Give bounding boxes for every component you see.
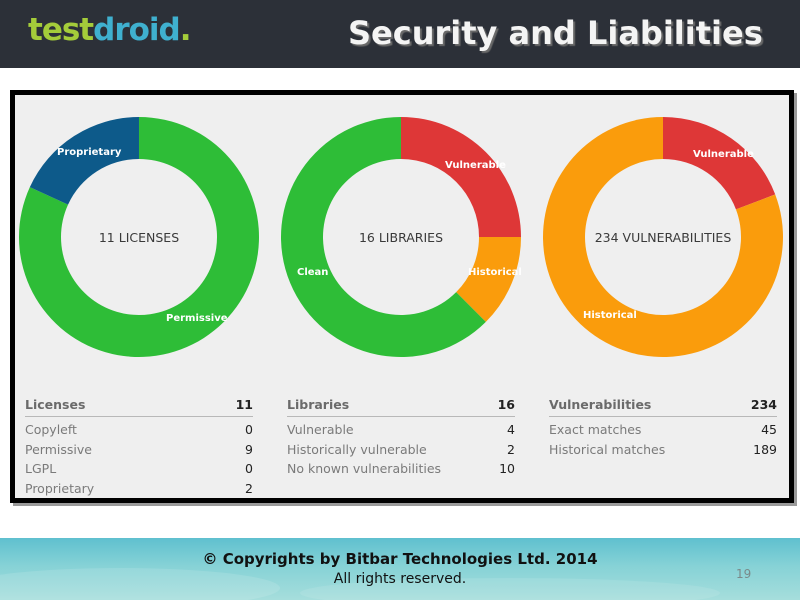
licenses-donut: Proprietary Permissive 11 LICENSES — [19, 117, 259, 357]
copyright-line: © Copyrights by Bitbar Technologies Ltd.… — [202, 550, 598, 568]
row-value: 2 — [245, 480, 253, 496]
vulnerabilities-center-label: 234 VULNERABILITIES — [595, 230, 732, 245]
row-value: 0 — [245, 422, 253, 438]
row-label: Historical matches — [549, 441, 666, 457]
libraries-donut: Vulnerable Historical Clean 16 LIBRARIES — [281, 117, 522, 357]
copyright-text: © Copyrights by Bitbar Technologies Ltd.… — [0, 550, 800, 568]
table-row: Proprietary 2 — [25, 479, 253, 499]
table-header: Libraries 16 — [287, 395, 515, 417]
row-label: Copyleft — [25, 422, 77, 438]
row-label: Vulnerable — [287, 422, 354, 438]
slide-footer: © Copyrights by Bitbar Technologies Ltd.… — [0, 538, 800, 600]
libraries-center-label: 16 LIBRARIES — [359, 230, 443, 245]
label-vulnerable: Vulnerable — [445, 160, 506, 171]
header-value: 11 — [235, 396, 253, 412]
table-header: Vulnerabilities 234 — [549, 395, 777, 417]
segment-clean — [281, 117, 486, 357]
dashboard-screenshot-panel: Proprietary Permissive 11 LICENSES Vulne… — [10, 90, 794, 503]
row-label: No known vulnerabilities — [287, 461, 442, 477]
row-label: Permissive — [25, 441, 92, 457]
logo-part-droid: droid — [93, 12, 181, 48]
label-vulnerable: Vulnerable — [693, 149, 754, 160]
row-label: Proprietary — [25, 480, 95, 496]
slide-title: Security and Liabilities — [348, 14, 763, 52]
row-label: Historically vulnerable — [287, 441, 427, 457]
row-value: 45 — [761, 422, 777, 438]
segment-proprietary — [29, 117, 139, 205]
header-label: Licenses — [25, 396, 86, 412]
table-header: Licenses 11 — [25, 395, 253, 417]
table-row: Permissive 9 — [25, 440, 253, 460]
logo-part-test: test — [28, 12, 94, 48]
licenses-table: Licenses 11 Copyleft 0 Permissive 9 LGPL 0 … — [25, 395, 253, 498]
rights-text: All rights reserved. — [333, 571, 467, 587]
label-historical: Historical — [583, 310, 637, 321]
vulnerabilities-donut: Vulnerable Historical 234 VULNERABILITIE… — [543, 117, 784, 357]
table-row: Exact matches 45 — [549, 420, 777, 440]
segment-permissive — [19, 117, 259, 357]
table-row: Copyleft 0 — [25, 420, 253, 440]
row-value: 4 — [507, 422, 515, 438]
row-value: 10 — [499, 461, 515, 477]
table-row: LGPL 0 — [25, 459, 253, 479]
label-proprietary: Proprietary — [57, 147, 122, 158]
donut-charts: Proprietary Permissive 11 LICENSES Vulne… — [19, 117, 784, 357]
label-clean: Clean — [297, 267, 328, 278]
slide-header: testdroid. Security and Liabilities — [0, 0, 800, 68]
table-row: Historical matches 189 — [549, 440, 777, 460]
label-historical: Historical — [468, 267, 522, 278]
row-value: 0 — [245, 461, 253, 477]
segment-vulnerable — [663, 117, 776, 210]
table-row: No known vulnerabilities 10 — [287, 459, 515, 479]
testdroid-logo: testdroid. — [28, 12, 191, 48]
page-number: 19 — [736, 567, 752, 581]
libraries-table: Libraries 16 Vulnerable 4 Historically vu… — [287, 395, 515, 479]
row-label: Exact matches — [549, 422, 642, 438]
decorative-wave — [0, 568, 280, 600]
header-value: 234 — [750, 396, 777, 412]
segment-historical — [456, 237, 521, 322]
logo-dot: . — [179, 12, 192, 48]
header-value: 16 — [497, 396, 515, 412]
header-label: Libraries — [287, 396, 350, 412]
segment-historical — [543, 117, 784, 357]
decorative-wave — [300, 578, 720, 600]
row-label: LGPL — [25, 461, 57, 477]
row-value: 9 — [245, 441, 253, 457]
table-row: Historically vulnerable 2 — [287, 440, 515, 460]
row-value: 189 — [753, 441, 777, 457]
table-row: Vulnerable 4 — [287, 420, 515, 440]
row-value: 2 — [507, 441, 515, 457]
label-permissive: Permissive — [166, 313, 228, 324]
header-label: Vulnerabilities — [549, 396, 652, 412]
vulnerabilities-table: Vulnerabilities 234 Exact matches 45 Hist… — [549, 395, 777, 459]
licenses-center-label: 11 LICENSES — [99, 230, 179, 245]
segment-vulnerable — [401, 117, 521, 237]
